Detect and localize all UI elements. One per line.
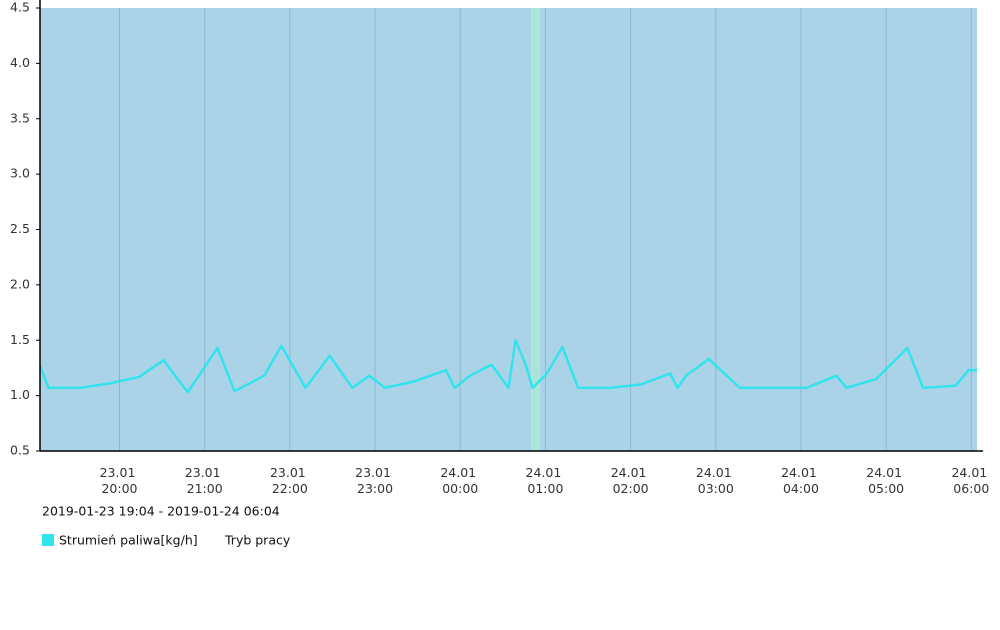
y-tick-label: 1.5 (10, 332, 30, 347)
y-tick-label: 2.0 (10, 276, 30, 291)
y-tick-label: 3.0 (10, 166, 30, 181)
x-tick-label: 23.01 20:00 (100, 465, 140, 496)
mode-band (539, 8, 977, 451)
y-tick-label: 4.5 (10, 0, 30, 15)
x-tick-label: 24.01 06:00 (951, 465, 991, 496)
legend-swatch[interactable] (42, 534, 54, 546)
x-tick-label: 24.01 03:00 (696, 465, 736, 496)
mode-band (531, 8, 540, 451)
x-tick-label: 24.01 04:00 (781, 465, 821, 496)
x-tick-label: 23.01 23:00 (355, 465, 395, 496)
x-tick-label: 24.01 05:00 (866, 465, 906, 496)
y-tick-label: 0.5 (10, 443, 30, 458)
plot (40, 8, 977, 451)
y-tick-label: 2.5 (10, 221, 30, 236)
x-tick-label: 23.01 22:00 (270, 465, 310, 496)
date-range: 2019-01-23 19:04 - 2019-01-24 06:04 (42, 504, 280, 519)
data-line (38, 339, 977, 394)
x-tick-label: 23.01 21:00 (185, 465, 225, 496)
x-tick-label: 24.01 00:00 (440, 465, 480, 496)
y-tick-label: 1.0 (10, 387, 30, 402)
x-tick-label: 24.01 02:00 (611, 465, 651, 496)
legend-label[interactable]: Strumień paliwa[kg/h] (59, 533, 198, 548)
y-tick-label: 3.5 (10, 110, 30, 125)
y-tick-label: 4.0 (10, 55, 30, 70)
legend-label[interactable]: Tryb pracy (224, 533, 291, 548)
x-tick-label: 24.01 01:00 (526, 465, 566, 496)
